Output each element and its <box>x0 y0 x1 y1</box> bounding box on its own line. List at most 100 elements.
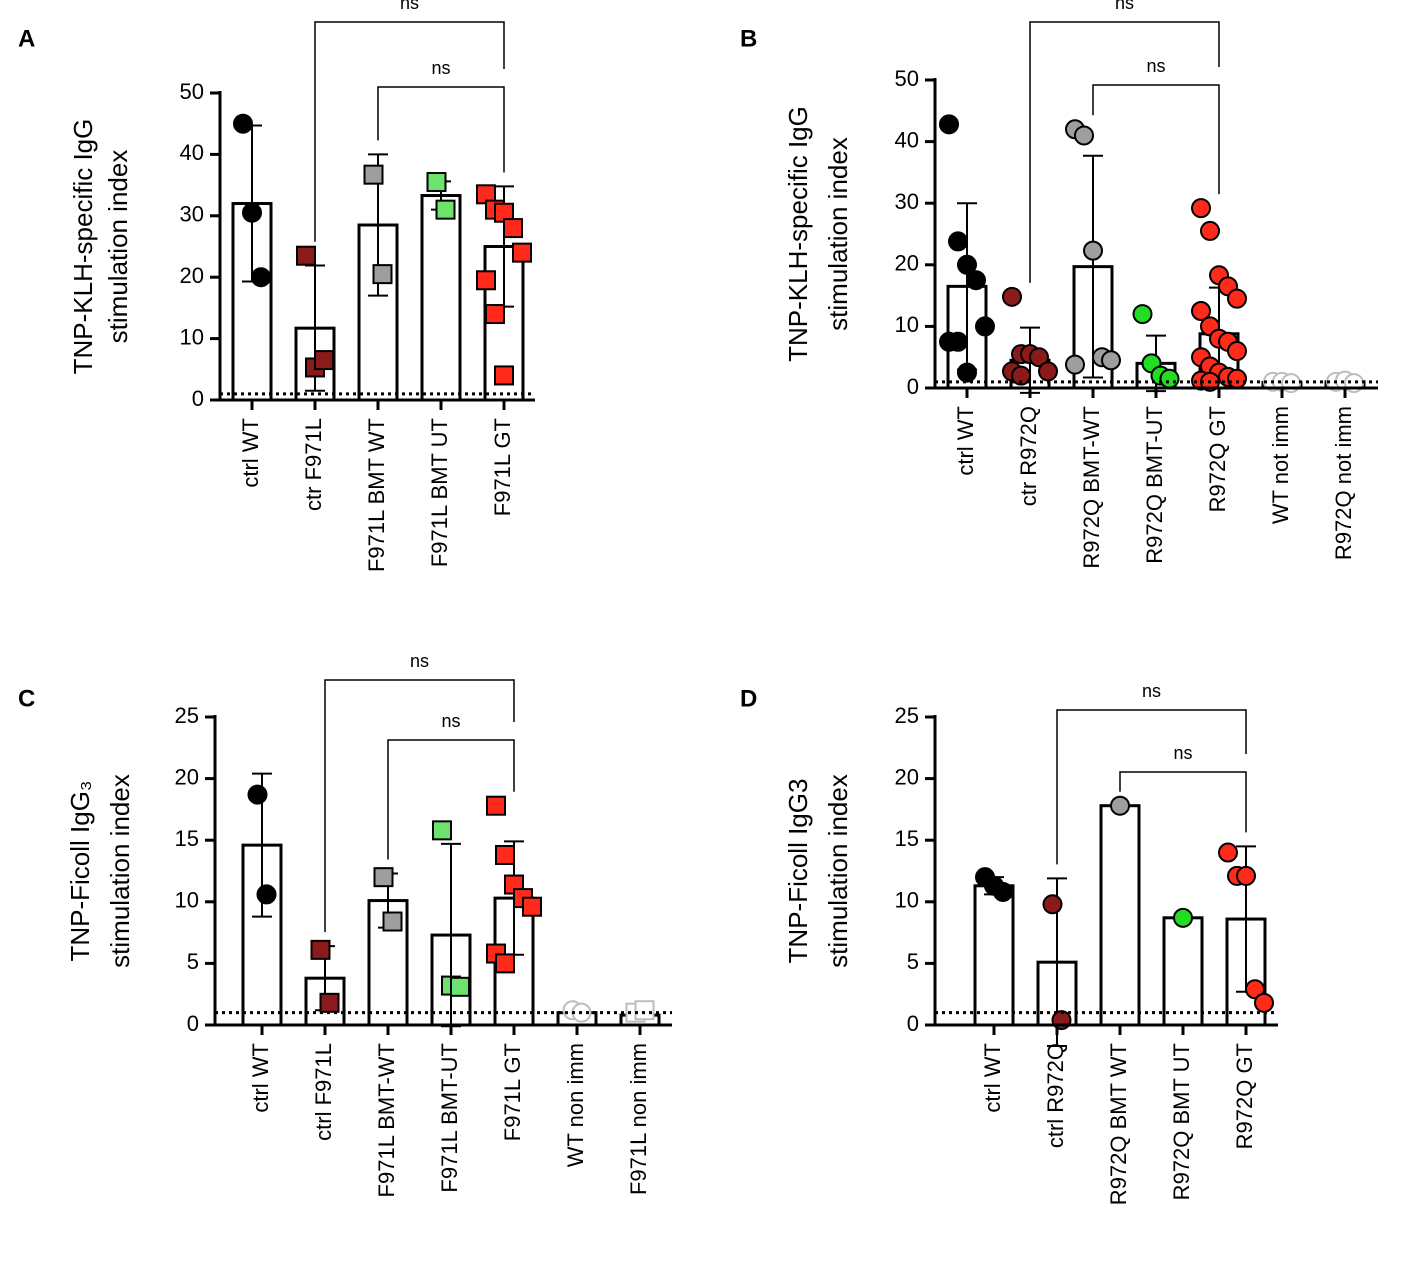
error-bar <box>1083 154 1103 379</box>
data-point <box>382 911 403 932</box>
x-tick-label: F971L GT <box>490 418 515 516</box>
data-point <box>310 939 331 960</box>
y-tick-label: 5 <box>907 949 919 974</box>
significance-label: ns <box>1115 0 1134 13</box>
x-tick-label: R972Q GT <box>1205 406 1230 512</box>
y-tick-label: 30 <box>895 189 919 214</box>
data-point <box>314 350 334 371</box>
y-tick-label: 10 <box>895 312 919 337</box>
x-tick-label: F971L BMT WT <box>364 418 389 572</box>
y-tick-label: 25 <box>895 703 919 728</box>
significance-bracket <box>1119 771 1247 833</box>
data-point <box>435 199 456 220</box>
x-tick-label: ctr R972Q <box>1016 406 1041 506</box>
panel-label: D <box>740 685 757 712</box>
data-point <box>1173 907 1193 928</box>
data-point <box>1191 198 1211 219</box>
data-point <box>485 304 505 325</box>
x-tick-label: WT non imm <box>563 1043 588 1167</box>
y-tick-label: 50 <box>180 79 204 104</box>
significance-bracket <box>324 679 515 933</box>
data-point <box>296 245 316 266</box>
y-tick-label: 20 <box>895 764 919 789</box>
bar <box>973 884 1015 1027</box>
data-point <box>495 844 515 865</box>
y-tick-label: 10 <box>895 888 919 913</box>
data-point <box>957 254 977 275</box>
x-tick-label: R972Q BMT-WT <box>1079 406 1104 569</box>
significance-label: ns <box>400 0 419 13</box>
significance-bracket <box>1056 709 1247 865</box>
y-tick-label: 10 <box>175 888 199 913</box>
y-tick-label: 50 <box>895 66 919 91</box>
y-axis-label: TNP-Ficoll IgG₃ <box>65 780 95 961</box>
bar <box>1099 804 1141 1027</box>
significance-label: ns <box>1146 56 1165 76</box>
x-tick-label: ctrl WT <box>953 406 978 476</box>
y-tick-label: 10 <box>180 324 204 349</box>
data-point <box>1227 368 1247 389</box>
y-tick-label: 0 <box>187 1011 199 1036</box>
y-tick-label: 5 <box>187 949 199 974</box>
x-tick-label: ctrl WT <box>248 1043 273 1113</box>
data-point <box>503 218 523 239</box>
x-tick-label: WT not imm <box>1268 406 1293 524</box>
y-tick-label: 0 <box>907 1011 919 1036</box>
data-point <box>363 164 384 185</box>
data-point <box>1191 301 1211 321</box>
data-point <box>1200 220 1220 241</box>
data-point <box>1227 341 1247 362</box>
data-point <box>233 113 253 134</box>
data-point <box>1038 361 1058 382</box>
data-point <box>1074 125 1094 146</box>
significance-label: ns <box>441 711 460 731</box>
data-point <box>966 270 986 291</box>
data-point <box>1236 865 1256 886</box>
y-axis-label: stimulation index <box>105 774 135 968</box>
data-point <box>1132 304 1153 325</box>
significance-label: ns <box>1173 743 1192 763</box>
x-tick-label: R972Q BMT WT <box>1106 1043 1131 1205</box>
x-tick-label: ctrl F971L <box>311 1043 336 1141</box>
y-tick-label: 30 <box>180 202 204 227</box>
data-point <box>993 881 1013 902</box>
y-tick-label: 15 <box>895 826 919 851</box>
x-tick-label: ctrl R972Q <box>1043 1043 1068 1148</box>
data-point <box>1227 288 1247 309</box>
data-point <box>948 231 968 252</box>
significance-label: ns <box>1142 681 1161 701</box>
x-tick-label: R972Q GT <box>1232 1043 1257 1149</box>
y-tick-label: 20 <box>895 251 919 276</box>
x-tick-label: F971L non imm <box>626 1043 651 1195</box>
x-tick-label: F971L BMT-UT <box>437 1043 462 1193</box>
data-point <box>1159 368 1180 389</box>
data-point <box>251 267 271 288</box>
data-point <box>1083 240 1103 261</box>
data-point <box>522 896 542 917</box>
data-point <box>1011 365 1031 386</box>
y-axis-label: stimulation index <box>823 774 853 968</box>
significance-bracket <box>377 86 505 173</box>
panel-label: B <box>740 25 757 52</box>
x-tick-label: ctrl WT <box>980 1043 1005 1113</box>
data-point <box>247 784 268 805</box>
x-tick-label: R972Q BMT UT <box>1169 1043 1194 1200</box>
y-axis-label: stimulation index <box>103 150 133 344</box>
y-axis-label: stimulation index <box>823 137 853 331</box>
data-point <box>1002 286 1022 307</box>
data-point <box>1218 842 1238 863</box>
data-point <box>450 976 470 997</box>
y-axis-label: TNP-Ficoll IgG3 <box>783 779 813 964</box>
y-tick-label: 0 <box>907 374 919 399</box>
data-point <box>319 992 340 1013</box>
data-point <box>1110 795 1130 816</box>
y-axis-label: TNP-KLH-specific IgG <box>68 119 98 375</box>
data-point <box>948 331 968 352</box>
significance-bracket <box>387 739 515 860</box>
significance-bracket <box>1029 21 1220 283</box>
y-tick-label: 15 <box>175 826 199 851</box>
data-point <box>512 242 532 263</box>
significance-label: ns <box>431 58 450 78</box>
x-tick-label: R972Q not imm <box>1331 406 1356 560</box>
data-point <box>476 270 496 291</box>
